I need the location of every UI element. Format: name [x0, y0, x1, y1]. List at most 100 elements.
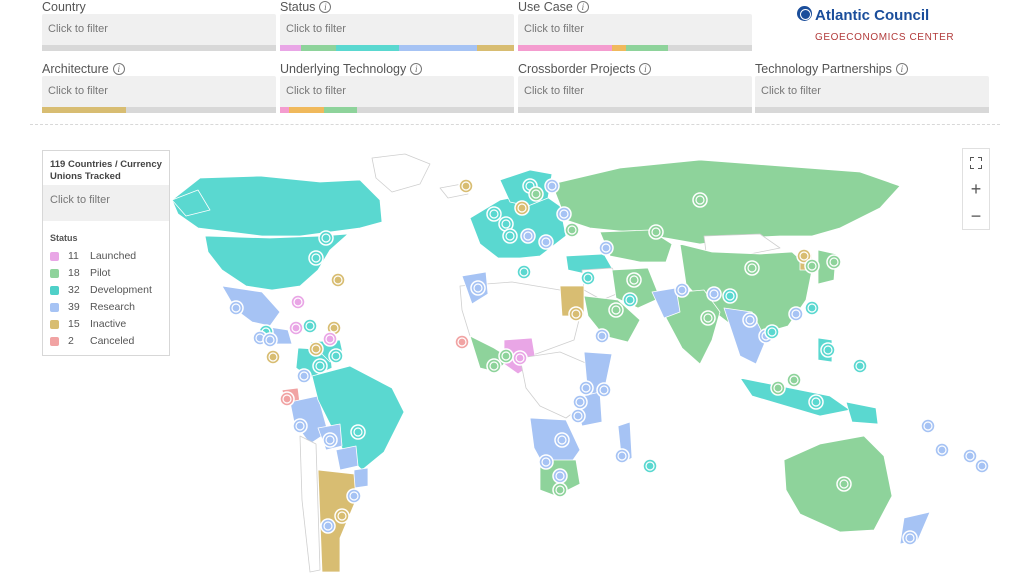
- filter-status-dropdown[interactable]: Click to filter: [280, 14, 514, 51]
- marker-uganda[interactable]: [578, 380, 594, 396]
- fullscreen-button[interactable]: [963, 149, 989, 176]
- marker-bolivia[interactable]: [322, 432, 338, 448]
- marker-bahamas[interactable]: [330, 272, 346, 288]
- marker-iceland[interactable]: [458, 178, 474, 194]
- marker-ethiopia[interactable]: [594, 328, 610, 344]
- country-indonesia[interactable]: [739, 377, 851, 417]
- country-usa[interactable]: [204, 233, 349, 291]
- info-icon[interactable]: i: [639, 63, 652, 75]
- country-brazil[interactable]: [311, 365, 405, 471]
- marker-uk[interactable]: [486, 206, 502, 222]
- marker-trinidad[interactable]: [328, 348, 344, 364]
- marker-south-africa[interactable]: [552, 482, 568, 498]
- marker-venezuela[interactable]: [312, 358, 328, 374]
- legend-item-development[interactable]: 32 Development: [50, 283, 152, 297]
- marker-swiss[interactable]: [520, 228, 536, 244]
- country-paraguay[interactable]: [335, 445, 359, 471]
- marker-paraguay[interactable]: [346, 488, 362, 504]
- marker-zambia[interactable]: [554, 432, 570, 448]
- marker-uae[interactable]: [622, 292, 638, 308]
- marker-morocco[interactable]: [470, 280, 486, 296]
- marker-ecuador[interactable]: [279, 391, 295, 407]
- marker-russia[interactable]: [692, 192, 708, 208]
- marker-malaysia[interactable]: [770, 380, 786, 396]
- marker-israel[interactable]: [580, 270, 596, 286]
- marker-senegal[interactable]: [454, 334, 470, 350]
- marker-chile[interactable]: [320, 518, 336, 534]
- country-papua[interactable]: [845, 401, 879, 425]
- marker-nigeria[interactable]: [512, 350, 528, 366]
- filter-architecture-dropdown[interactable]: Click to filter: [42, 76, 276, 113]
- marker-poland[interactable]: [556, 206, 572, 222]
- marker-sweden[interactable]: [528, 186, 544, 202]
- marker-mexico[interactable]: [228, 300, 244, 316]
- filter-country-dropdown[interactable]: Click to filter: [42, 14, 276, 51]
- zoom-in-button[interactable]: +: [963, 176, 989, 203]
- marker-panama[interactable]: [308, 341, 324, 357]
- marker-usa-east[interactable]: [308, 250, 324, 266]
- filter-crossborder-projects-dropdown[interactable]: Click to filter: [518, 76, 752, 113]
- legend-item-launched[interactable]: 11 Launched: [50, 249, 136, 263]
- marker-ghana[interactable]: [486, 358, 502, 374]
- marker-iran[interactable]: [626, 272, 642, 288]
- marker-florida[interactable]: [290, 294, 306, 310]
- country-alaska[interactable]: [171, 189, 211, 217]
- marker-china[interactable]: [744, 260, 760, 276]
- marker-australia[interactable]: [836, 476, 852, 492]
- marker-tanzania[interactable]: [570, 408, 586, 424]
- marker-egypt[interactable]: [568, 306, 584, 322]
- marker-jamaica[interactable]: [288, 320, 304, 336]
- country-pakistan[interactable]: [651, 287, 681, 319]
- marker-new-zealand[interactable]: [902, 530, 918, 546]
- legend-item-canceled[interactable]: 2 Canceled: [50, 334, 134, 348]
- marker-colombia[interactable]: [296, 368, 312, 384]
- filter-architecture[interactable]: Architecture i Click to filter: [42, 62, 276, 113]
- marker-denmark[interactable]: [514, 200, 530, 216]
- marker-tunisia[interactable]: [516, 264, 532, 280]
- country-mongolia[interactable]: [703, 233, 781, 257]
- marker-ukraine[interactable]: [564, 222, 580, 238]
- marker-brazil[interactable]: [350, 424, 366, 440]
- filter-underlying-technology-dropdown[interactable]: Click to filter: [280, 76, 514, 113]
- marker-hong-kong[interactable]: [804, 300, 820, 316]
- marker-japan-2[interactable]: [804, 258, 820, 274]
- marker-rwanda[interactable]: [572, 394, 588, 410]
- marker-botswana[interactable]: [552, 468, 568, 484]
- zoom-out-button[interactable]: −: [963, 203, 989, 230]
- marker-singapore[interactable]: [786, 372, 802, 388]
- filter-country[interactable]: Country Click to filter: [42, 0, 276, 51]
- marker-argentina[interactable]: [334, 508, 350, 524]
- filter-underlying-technology[interactable]: Underlying Technology i Click to filter: [280, 62, 514, 113]
- marker-brunei[interactable]: [852, 358, 868, 374]
- country-greenland[interactable]: [371, 153, 431, 193]
- marker-japan[interactable]: [826, 254, 842, 270]
- info-icon[interactable]: i: [319, 1, 332, 13]
- marker-ecc[interactable]: [322, 331, 338, 347]
- marker-hungary[interactable]: [538, 234, 554, 250]
- legend-item-research[interactable]: 39 Research: [50, 300, 135, 314]
- marker-costa-rica[interactable]: [265, 349, 281, 365]
- country-saudi-arabia[interactable]: [583, 295, 641, 343]
- country-canada[interactable]: [171, 175, 383, 237]
- marker-vanuatu[interactable]: [920, 418, 936, 434]
- marker-usa[interactable]: [318, 230, 334, 246]
- marker-eurozone[interactable]: [502, 228, 518, 244]
- marker-fiji[interactable]: [934, 442, 950, 458]
- marker-korea[interactable]: [796, 248, 812, 264]
- marker-saudi[interactable]: [608, 302, 624, 318]
- filter-use-case-dropdown[interactable]: Click to filter: [518, 14, 752, 51]
- marker-nicaragua[interactable]: [262, 332, 278, 348]
- marker-samoa[interactable]: [962, 448, 978, 464]
- marker-india[interactable]: [700, 310, 716, 326]
- country-peru[interactable]: [289, 395, 329, 445]
- marker-haiti[interactable]: [302, 318, 318, 334]
- country-count-filter[interactable]: Click to filter: [43, 185, 169, 221]
- marker-indonesia[interactable]: [808, 394, 824, 410]
- marker-cambodia[interactable]: [764, 324, 780, 340]
- marker-bangladesh[interactable]: [722, 288, 738, 304]
- marker-tonga[interactable]: [974, 458, 990, 474]
- legend-item-inactive[interactable]: 15 Inactive: [50, 317, 126, 331]
- info-icon[interactable]: i: [895, 63, 908, 75]
- country-russia[interactable]: [551, 159, 901, 245]
- marker-namibia[interactable]: [538, 454, 554, 470]
